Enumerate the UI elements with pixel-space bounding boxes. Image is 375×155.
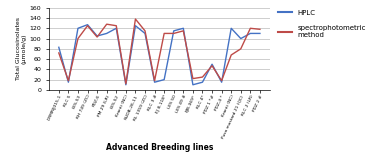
X-axis label: Advanced Breeding lines: Advanced Breeding lines	[106, 143, 213, 152]
Y-axis label: Total Glucosinolates
(μmole/g): Total Glucosinolates (μmole/g)	[16, 17, 27, 80]
Legend: HPLC, spectrophotometric
method: HPLC, spectrophotometric method	[278, 10, 366, 38]
